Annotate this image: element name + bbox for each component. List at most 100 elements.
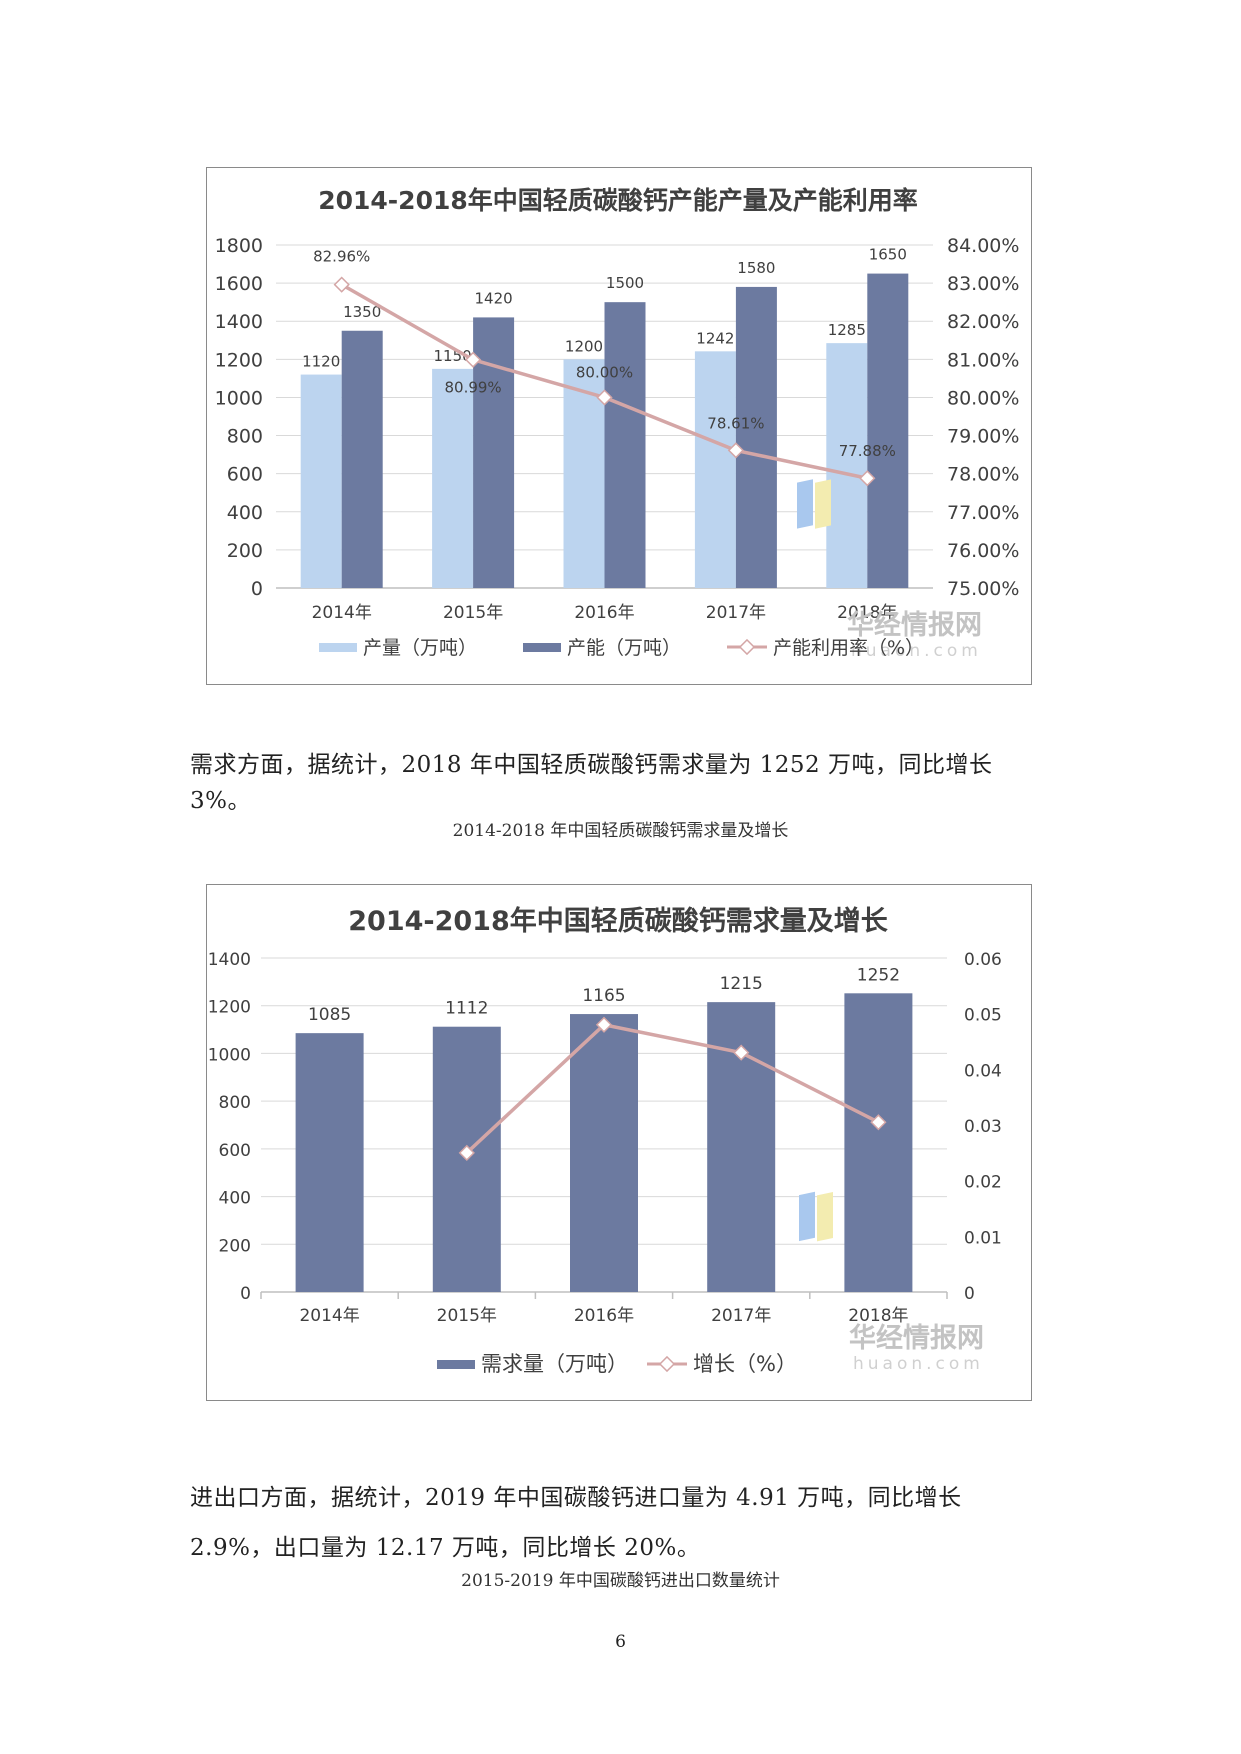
y-axis-tick-label: 600 [219, 1141, 251, 1161]
y2-axis-tick-label: 82.00% [947, 311, 1019, 333]
demand-data-label: 1085 [308, 1005, 351, 1025]
y2-axis-tick-label: 0.04 [964, 1061, 1002, 1081]
watermark-logo-blue [799, 1191, 815, 1242]
y-axis-tick-label: 1000 [208, 1045, 251, 1065]
x-axis-tick-label: 2018年 [837, 603, 897, 623]
y2-axis-tick-label: 77.00% [947, 502, 1019, 524]
y-axis-tick-label: 200 [227, 540, 263, 562]
output-data-label: 1200 [565, 337, 603, 355]
y2-axis-tick-label: 0.03 [964, 1117, 1002, 1137]
capacity-output-chart-svg: 2014-2018年中国轻质碳酸钙产能产量及产能利用率 0 200 400 600 800… [215, 186, 1020, 661]
capacity-data-label: 1350 [343, 303, 381, 321]
y-axis-tick-label: 1800 [215, 235, 263, 257]
utilization-data-label: 77.88% [839, 442, 896, 460]
y-axis-tick-label: 400 [227, 502, 263, 524]
watermark-logo-yellow [815, 479, 831, 529]
growth-line [465, 1022, 880, 1155]
demand-chart-caption: 2014-2018 年中国轻质碳酸钙需求量及增长 [452, 821, 789, 841]
import-export-caption: 2015-2019 年中国碳酸钙进出口数量统计 [461, 1571, 780, 1591]
x-axis-tick-label: 2014年 [312, 603, 372, 623]
capacity-data-label: 1500 [606, 274, 644, 292]
output-bar [432, 368, 474, 588]
y-axis-tick-label: 0 [251, 578, 263, 600]
output-bar [300, 374, 342, 588]
growth-point [733, 1044, 750, 1061]
y-axis-tick-label: 1200 [215, 349, 263, 371]
y2-axis-tick-label: 75.00% [947, 578, 1019, 600]
legend-label-output: 产量（万吨） [363, 637, 477, 659]
legend-swatch-capacity [523, 643, 561, 652]
demand-growth-chart-svg: 2014-2018年中国轻质碳酸钙需求量及增长 0 200 400 600 800 1000… [208, 905, 1002, 1376]
y-axis-tick-label: 400 [219, 1189, 251, 1209]
demand-paragraph: 需求方面，据统计，2018 年中国轻质碳酸钙需求量为 1252 万吨，同比增长 … [190, 752, 993, 814]
y2-axis-tick-label: 80.00% [947, 387, 1019, 409]
capacity-bar [341, 330, 383, 588]
utilization-point [464, 351, 482, 368]
capacity-bar [604, 302, 646, 588]
capacity-output-chart: 2014-2018年中国轻质碳酸钙产能产量及产能利用率 0 200 400 600 800… [206, 167, 1032, 685]
x-axis-tick-label: 2014年 [299, 1306, 359, 1326]
y2-axis-tick-label: 76.00% [947, 540, 1019, 562]
y2-axis-tick-label: 0.05 [964, 1006, 1002, 1026]
output-data-label: 1150 [434, 347, 472, 365]
output-data-label: 1242 [696, 329, 734, 347]
legend-swatch-output [319, 643, 357, 652]
output-data-label: 1120 [302, 353, 340, 371]
y2-axis-tick-label: 79.00% [947, 426, 1019, 448]
growth-point [595, 1016, 613, 1033]
utilization-point [333, 276, 350, 293]
import-export-paragraph: 进出口方面，据统计，2019 年中国碳酸钙进口量为 4.91 万吨，同比增长 2… [190, 1485, 962, 1561]
y-axis-tick-label: 1000 [215, 387, 263, 409]
chart-title: 2014-2018年中国轻质碳酸钙产能产量及产能利用率 [318, 186, 918, 215]
growth-point [458, 1144, 475, 1161]
legend-label-growth: 增长（%） [693, 1352, 797, 1376]
utilization-point [727, 442, 745, 459]
watermark-url: huaon.com [853, 1354, 984, 1374]
legend-label-utilization: 产能利用率（%） [773, 637, 924, 659]
y2-axis-tick-label: 0 [964, 1284, 975, 1304]
y-axis-tick-label: 600 [227, 464, 263, 486]
utilization-data-label: 82.96% [313, 248, 370, 266]
y-axis-tick-label: 800 [219, 1093, 251, 1113]
demand-data-label: 1165 [582, 986, 625, 1006]
demand-bar [295, 1033, 364, 1292]
demand-data-label: 1112 [445, 999, 488, 1019]
page-number: 6 [615, 1632, 626, 1652]
utilization-data-label: 78.61% [707, 414, 764, 432]
legend-swatch-demand [437, 1360, 475, 1369]
capacity-bar [867, 273, 909, 588]
x-axis-tick-label: 2015年 [437, 1306, 497, 1326]
legend-label-capacity: 产能（万吨） [567, 637, 681, 659]
y-axis-tick-label: 200 [219, 1236, 251, 1256]
y2-axis-tick-label: 81.00% [947, 349, 1019, 371]
demand-growth-chart: 2014-2018年中国轻质碳酸钙需求量及增长 0 200 400 600 800 1000… [206, 884, 1032, 1401]
y2-axis-tick-label: 0.06 [964, 950, 1002, 970]
growth-point [870, 1114, 887, 1131]
x-axis-tick-label: 2015年 [443, 603, 503, 623]
watermark-logo-yellow [817, 1191, 833, 1242]
x-axis-tick-label: 2016年 [574, 603, 634, 623]
y-axis-tick-label: 1200 [208, 998, 251, 1018]
output-bar [694, 351, 736, 588]
x-axis-tick-label: 2018年 [848, 1306, 908, 1326]
utilization-data-label: 80.00% [576, 363, 633, 381]
capacity-bar [735, 286, 777, 588]
output-data-label: 1285 [828, 321, 866, 339]
y-axis-tick-label: 0 [240, 1284, 251, 1304]
demand-data-label: 1215 [720, 974, 763, 994]
demand-bar [844, 993, 913, 1292]
capacity-data-label: 1420 [475, 289, 513, 307]
capacity-data-label: 1580 [737, 259, 775, 277]
legend-marker-growth [658, 1355, 676, 1373]
x-axis-tick-label: 2017年 [706, 603, 766, 623]
legend-marker-utilization [738, 638, 756, 656]
legend-label-demand: 需求量（万吨） [481, 1352, 628, 1376]
utilization-data-label: 80.99% [444, 379, 501, 397]
watermark-brand: 华经情报网 [849, 1322, 984, 1354]
capacity-data-label: 1650 [869, 246, 907, 264]
y2-axis-tick-label: 78.00% [947, 464, 1019, 486]
y-axis-tick-label: 1400 [208, 950, 251, 970]
watermark-brand: 华经情报网 [847, 609, 982, 641]
y-axis-tick-label: 1400 [215, 311, 263, 333]
watermark-logo-blue [797, 479, 813, 529]
